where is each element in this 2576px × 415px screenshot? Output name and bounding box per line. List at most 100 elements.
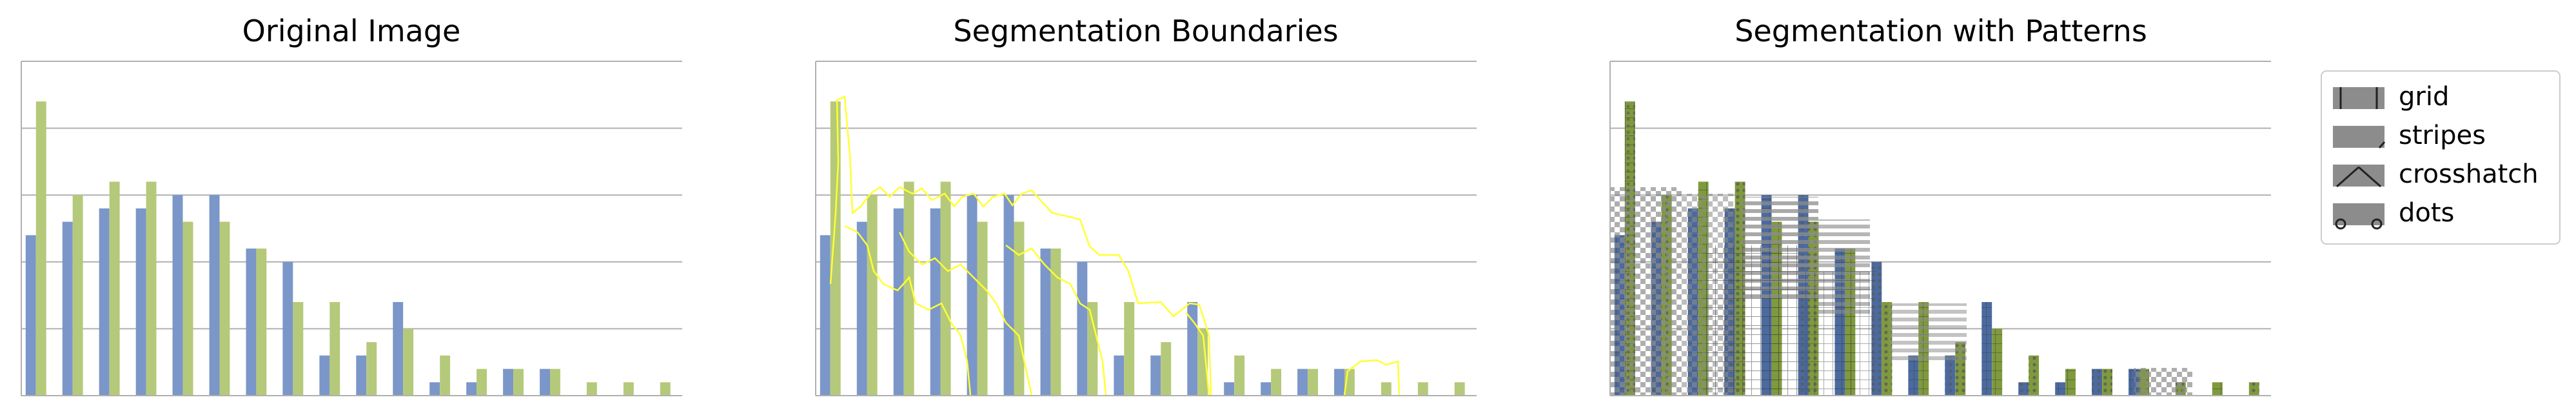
bar-blue <box>282 261 293 396</box>
legend-label: dots <box>2399 198 2454 228</box>
bar-pattern-overlay <box>1981 302 1992 396</box>
bar-pattern-overlay <box>2029 355 2040 396</box>
bar-pattern-overlay <box>2102 369 2112 396</box>
legend-swatch <box>2333 203 2384 225</box>
bar-green <box>366 342 377 396</box>
bar-green <box>1014 221 1025 396</box>
legend-item-crosshatch: crosshatch <box>2333 159 2539 189</box>
bar-green <box>867 195 878 396</box>
bar-blue <box>25 235 36 396</box>
legend-swatch-mark <box>2358 166 2381 188</box>
legend-label: grid <box>2399 82 2449 112</box>
bar-green <box>830 101 841 396</box>
bar-blue <box>1077 261 1088 396</box>
legend-item-stripes: stripes <box>2333 121 2486 150</box>
bar-blue <box>540 369 550 396</box>
pattern-segments <box>1611 103 2192 396</box>
legend-swatch-mark <box>2336 166 2359 188</box>
bar-green <box>146 181 157 396</box>
bar-green <box>623 382 634 396</box>
pattern-region-crosshatch <box>1611 187 1682 396</box>
boundary-contour <box>829 96 1212 396</box>
bar-pattern-overlay <box>2092 369 2102 396</box>
gridlines <box>816 61 1477 396</box>
bar-blue <box>1003 195 1014 396</box>
bar-green <box>1381 382 1391 396</box>
bar-blue <box>246 248 257 396</box>
bar-pattern-overlay <box>1908 355 1919 396</box>
bar-blue <box>356 355 367 396</box>
bar-blue <box>1040 248 1051 396</box>
bar-pattern-overlay <box>1945 355 1956 396</box>
bar-blue <box>429 382 440 396</box>
bar-blue <box>967 195 978 396</box>
boundary-contour <box>1343 359 1401 396</box>
bar-blue <box>1114 355 1125 396</box>
chart-title: Original Image <box>242 14 461 48</box>
legend-swatch-mark <box>2371 218 2383 230</box>
bar-green <box>440 355 451 396</box>
bar-green <box>109 181 120 396</box>
bar-pattern-overlay <box>2018 382 2029 396</box>
bar-pattern-overlay <box>2055 382 2066 396</box>
pattern-region-dots <box>1624 103 1635 396</box>
bar-blue <box>172 195 183 396</box>
bar-green <box>1161 342 1172 396</box>
bar-blue <box>209 195 220 396</box>
legend-label: crosshatch <box>2399 159 2539 189</box>
bar-blue <box>1261 382 1272 396</box>
bar-green <box>1308 369 1318 396</box>
pattern-region-grid <box>1799 271 1876 396</box>
legend-swatch-mark <box>2378 141 2386 148</box>
pattern-region-crosshatch <box>2134 368 2192 396</box>
bar-green <box>219 221 230 396</box>
boundary-contour <box>844 225 972 396</box>
bars <box>25 101 671 396</box>
bar-green <box>513 369 524 396</box>
bar-blue <box>99 208 110 396</box>
bar-green <box>35 101 46 396</box>
bar-pattern-overlay <box>1992 329 2003 396</box>
bar-blue <box>1297 369 1308 396</box>
chart-title: Segmentation with Patterns <box>1735 14 2147 48</box>
bar-blue <box>1334 369 1344 396</box>
pattern-region-grid <box>1706 245 1799 396</box>
legend-label: stripes <box>2399 121 2486 150</box>
bar-blue <box>820 235 831 396</box>
legend-swatch <box>2333 126 2384 148</box>
bar-blue <box>319 355 330 396</box>
bar-green <box>182 221 193 396</box>
chart-panel-original: Original Image <box>21 14 682 396</box>
bar-blue <box>135 208 146 396</box>
bar-green <box>1124 302 1135 396</box>
bar-green <box>903 181 914 396</box>
legend-swatch-mark <box>2335 218 2346 230</box>
bar-green <box>1050 248 1061 396</box>
segmentation-boundaries <box>829 96 1401 396</box>
boundary-contour <box>1005 245 1107 396</box>
chart-panel-patterns: Segmentation with Patterns grid <box>1609 14 2561 396</box>
bar-blue <box>62 221 73 396</box>
bar-green <box>940 181 951 396</box>
bar-blue <box>893 208 904 396</box>
bar-blue <box>1150 355 1161 396</box>
bar-green <box>1197 329 1208 396</box>
bar-green <box>977 221 988 396</box>
bar-pattern-overlay <box>2212 382 2223 396</box>
bar-green <box>550 369 560 396</box>
chart-panel-boundaries: Segmentation Boundaries <box>815 14 1477 396</box>
pattern-region-stripes <box>1889 303 1967 361</box>
chart-title: Segmentation Boundaries <box>953 14 1338 48</box>
bar-green <box>293 302 304 396</box>
bar-blue <box>1224 382 1235 396</box>
bar-green <box>1271 369 1281 396</box>
bar-green <box>660 382 671 396</box>
bar-blue <box>393 302 404 396</box>
bar-blue <box>856 221 867 396</box>
bar-green <box>477 369 487 396</box>
bars <box>820 101 1465 396</box>
bar-green <box>1454 382 1465 396</box>
bar-green <box>329 302 340 396</box>
legend-frame <box>2321 70 2561 245</box>
